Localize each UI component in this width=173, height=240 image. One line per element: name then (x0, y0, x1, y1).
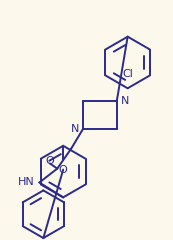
Text: HN: HN (18, 178, 34, 187)
Text: N: N (71, 124, 79, 134)
Text: O: O (46, 156, 55, 166)
Text: N: N (121, 96, 129, 106)
Text: Cl: Cl (122, 69, 133, 79)
Text: O: O (59, 165, 68, 175)
